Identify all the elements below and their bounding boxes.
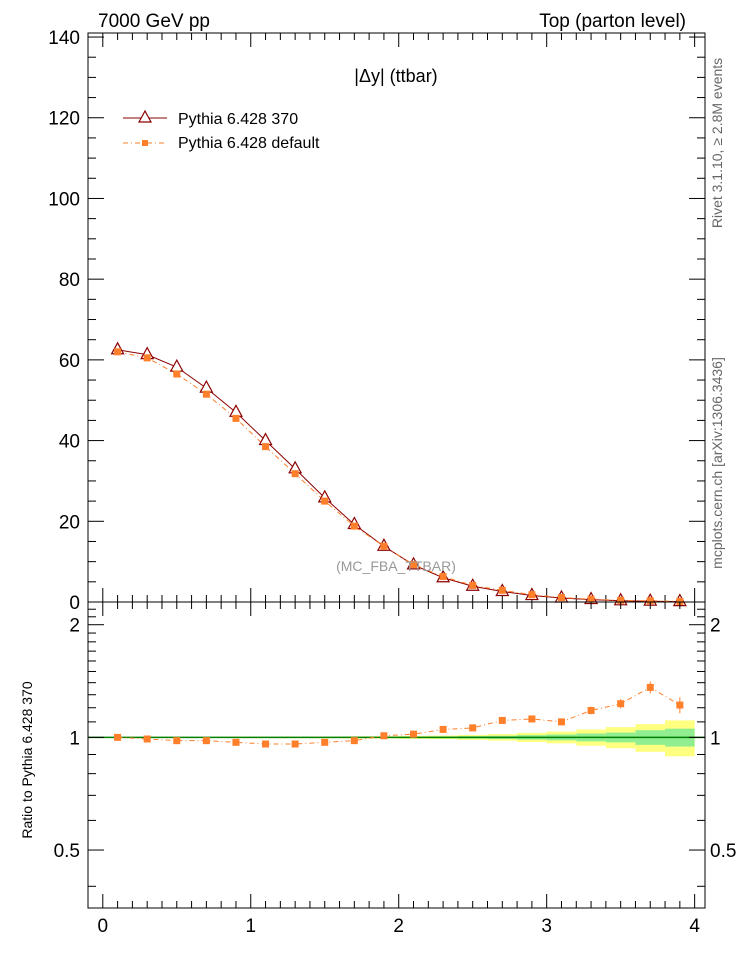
series-default-point <box>114 348 122 356</box>
series-default-point <box>557 594 565 602</box>
series-default-point <box>321 497 329 505</box>
x-tick-labels: 0 1 2 3 4 <box>98 916 701 937</box>
series-default-point <box>676 597 684 605</box>
series-default-point <box>143 354 151 362</box>
series-default-point <box>498 586 506 594</box>
ratio-default-point <box>646 683 654 691</box>
ratio-y-tick-labels: 0.5 0.5 1 1 2 2 <box>54 616 737 862</box>
ratio-y-tick-label-right: 2 <box>710 616 721 637</box>
series-default-point <box>262 443 270 451</box>
mcplots-label: mcplots.cern.ch [arXiv:1306.3436] <box>709 357 725 569</box>
main-panel: 0 20 40 60 80 100 120 140 |Δy| (ttbar) (MC_FBA_… <box>48 28 706 614</box>
y-tick-label: 0 <box>69 593 80 614</box>
header-beam-label: 7000 GeV pp <box>98 11 210 32</box>
y-tick-label: 100 <box>48 189 80 210</box>
series-default-point <box>646 597 654 605</box>
main-y-tick-labels: 0 20 40 60 80 100 120 140 <box>48 28 80 614</box>
series-default-point <box>587 595 595 603</box>
series-default-point <box>173 370 181 378</box>
legend-entry-370: Pythia 6.428 370 <box>123 109 298 128</box>
ratio-default-point <box>143 735 151 743</box>
series-default-point <box>232 414 240 422</box>
ratio-y-tick-label: 1 <box>69 728 80 749</box>
ratio-default-point <box>498 716 506 724</box>
series-default-point <box>410 560 418 568</box>
header-process-label: Top (parton level) <box>539 11 686 32</box>
series-default-line <box>117 351 680 602</box>
x-tick-label: 1 <box>245 916 256 937</box>
ratio-panel: 0.5 0.5 1 1 2 2 0 1 2 3 4 Ratio to Pythia 6.428 3… <box>19 601 737 937</box>
ratio-default-point <box>291 740 299 748</box>
ratio-default-point <box>232 738 240 746</box>
ratio-y-tick-label: 2 <box>69 616 80 637</box>
ratio-uncertainty-bands <box>102 720 695 757</box>
series-370-point <box>228 404 243 417</box>
y-tick-label: 140 <box>48 28 80 49</box>
ratio-default-point <box>114 733 122 741</box>
x-tick-label: 3 <box>541 916 552 937</box>
y-tick-label: 40 <box>59 432 80 453</box>
legend-label-default: Pythia 6.428 default <box>178 135 320 152</box>
ratio-default-point <box>587 706 595 714</box>
series-default-point <box>617 596 625 604</box>
ratio-default-point <box>173 737 181 745</box>
y-tick-label: 120 <box>48 109 80 130</box>
analysis-label: (MC_FBA_TTBAR) <box>336 558 456 574</box>
ratio-default-point <box>410 730 418 738</box>
y-tick-label: 80 <box>59 270 80 291</box>
ratio-y-tick-label-right: 1 <box>710 728 721 749</box>
y-tick-label: 20 <box>59 512 80 533</box>
legend: Pythia 6.428 370 Pythia 6.428 default <box>123 109 320 152</box>
ratio-default-point <box>350 737 358 745</box>
ratio-default-point <box>676 701 684 709</box>
series-370-point <box>258 432 273 446</box>
series-default-point <box>469 581 477 589</box>
series-default-point <box>291 470 299 478</box>
ratio-frame <box>87 601 706 909</box>
ratio-y-axis-label: Ratio to Pythia 6.428 370 <box>19 681 35 838</box>
legend-marker-triangle <box>137 109 153 123</box>
series-370-point <box>199 379 214 393</box>
ratio-y-tick-label: 0.5 <box>54 841 80 862</box>
ratio-default-line <box>117 686 681 745</box>
y-tick-label: 60 <box>59 351 80 372</box>
ratio-default-point <box>469 724 477 732</box>
plot-title: |Δy| (ttbar) <box>354 66 437 86</box>
series-default-point <box>439 573 447 581</box>
ratio-default-point <box>202 737 210 745</box>
series-default-point <box>380 542 388 550</box>
ratio-default-point <box>439 725 447 733</box>
x-tick-label: 4 <box>689 916 700 937</box>
ratio-default-point <box>617 700 625 708</box>
ratio-default-point <box>557 718 565 726</box>
ratio-default-point <box>380 732 388 740</box>
series-default-point <box>528 591 536 599</box>
ratio-default-point <box>528 715 536 723</box>
legend-label-370: Pythia 6.428 370 <box>178 111 298 128</box>
ratio-series <box>114 681 684 748</box>
x-tick-label: 0 <box>98 916 109 937</box>
x-tick-label: 2 <box>393 916 404 937</box>
series-default-point <box>202 390 210 398</box>
rivet-version-label: Rivet 3.1.10, ≥ 2.8M events <box>709 58 725 228</box>
legend-entry-default: Pythia 6.428 default <box>123 135 320 152</box>
ratio-default-point <box>262 740 270 748</box>
ratio-default-point <box>321 738 329 746</box>
ratio-y-tick-label-right: 0.5 <box>710 841 736 862</box>
series-default-point <box>350 522 358 530</box>
ratio-axis-ticks <box>88 602 705 908</box>
legend-marker-square <box>142 140 148 146</box>
